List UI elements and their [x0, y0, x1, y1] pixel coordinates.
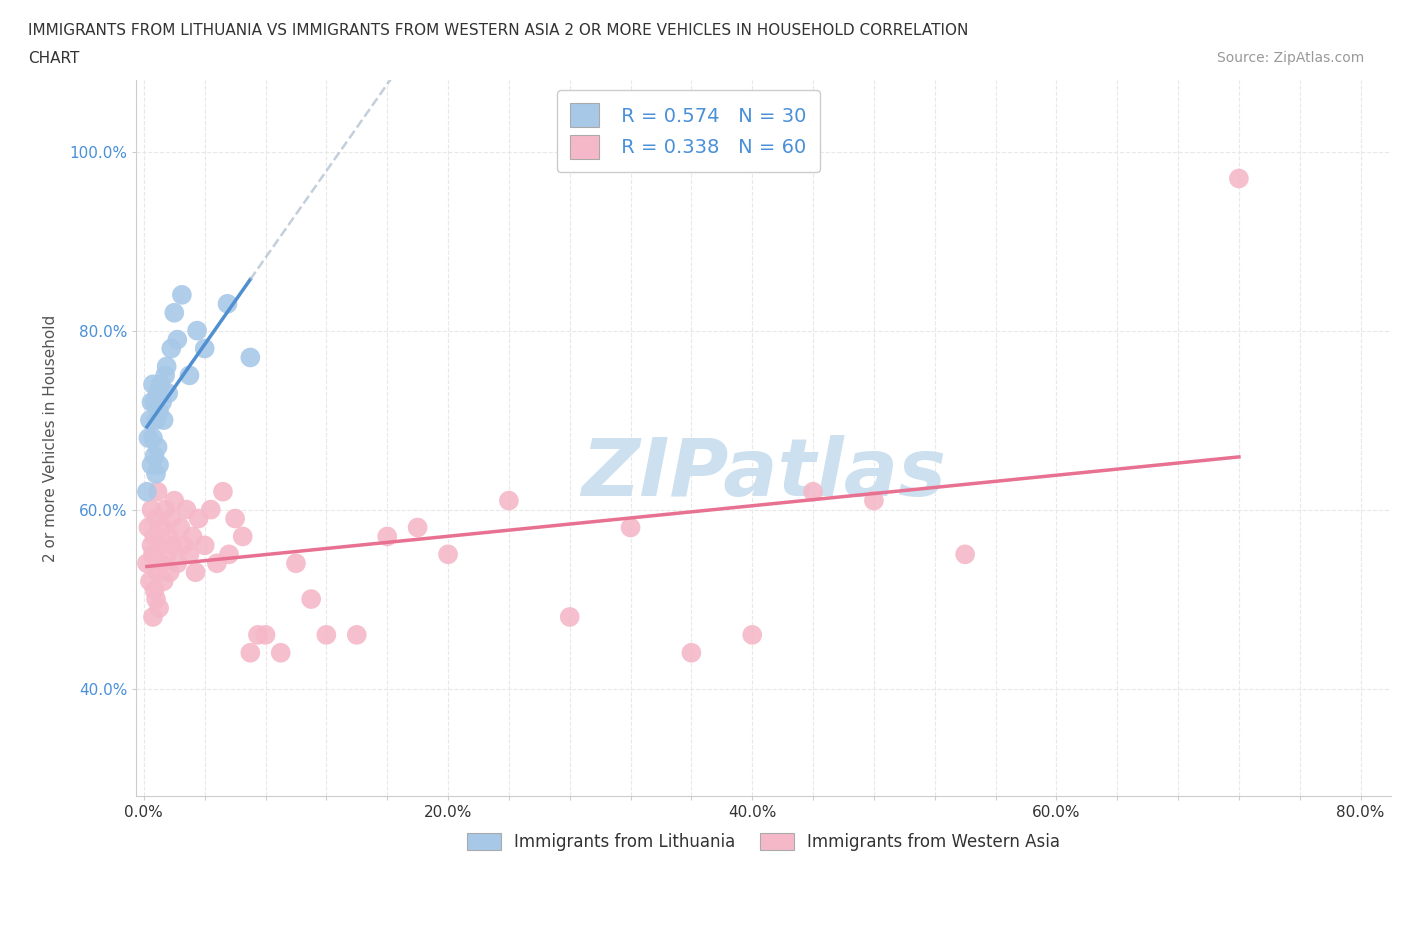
Point	[149, 556, 172, 571]
Text: Source: ZipAtlas.com: Source: ZipAtlas.com	[1216, 51, 1364, 65]
Point	[217, 297, 239, 312]
Point	[142, 609, 165, 624]
Point	[142, 547, 165, 562]
Point	[156, 359, 179, 374]
Point	[141, 538, 163, 552]
Point	[146, 485, 169, 499]
Point	[406, 520, 429, 535]
Point	[157, 529, 180, 544]
Point	[200, 502, 222, 517]
Point	[169, 520, 191, 535]
Point	[205, 556, 228, 571]
Point	[150, 394, 173, 409]
Point	[270, 645, 292, 660]
Point	[176, 502, 198, 517]
Point	[135, 556, 157, 571]
Text: ZIPatlas: ZIPatlas	[581, 435, 946, 512]
Point	[184, 565, 207, 579]
Point	[498, 493, 520, 508]
Point	[186, 324, 208, 339]
Point	[953, 547, 976, 562]
Point	[863, 493, 886, 508]
Point	[160, 341, 183, 356]
Point	[149, 377, 172, 392]
Point	[146, 440, 169, 455]
Point	[375, 529, 398, 544]
Point	[299, 591, 322, 606]
Point	[1227, 171, 1250, 186]
Point	[224, 512, 246, 526]
Point	[145, 466, 167, 481]
Point	[619, 520, 641, 535]
Point	[179, 547, 201, 562]
Point	[138, 520, 160, 535]
Point	[146, 386, 169, 401]
Point	[153, 502, 176, 517]
Point	[166, 332, 188, 347]
Point	[681, 645, 703, 660]
Point	[181, 529, 204, 544]
Point	[163, 305, 186, 320]
Point	[148, 601, 170, 616]
Point	[160, 512, 183, 526]
Point	[239, 645, 262, 660]
Point	[254, 628, 277, 643]
Point	[187, 512, 209, 526]
Point	[141, 394, 163, 409]
Point	[232, 529, 254, 544]
Point	[152, 413, 174, 428]
Text: IMMIGRANTS FROM LITHUANIA VS IMMIGRANTS FROM WESTERN ASIA 2 OR MORE VEHICLES IN : IMMIGRANTS FROM LITHUANIA VS IMMIGRANTS …	[28, 23, 969, 38]
Point	[558, 609, 581, 624]
Point	[138, 431, 160, 445]
Point	[166, 556, 188, 571]
Point	[139, 413, 162, 428]
Point	[239, 350, 262, 365]
Point	[437, 547, 460, 562]
Point	[143, 448, 166, 463]
Y-axis label: 2 or more Vehicles in Household: 2 or more Vehicles in Household	[44, 314, 58, 562]
Point	[145, 413, 167, 428]
Point	[346, 628, 368, 643]
Point	[143, 394, 166, 409]
Point	[162, 538, 184, 552]
Point	[141, 502, 163, 517]
Point	[179, 368, 201, 383]
Point	[142, 377, 165, 392]
Point	[212, 485, 235, 499]
Point	[284, 556, 307, 571]
Point	[172, 538, 194, 552]
Point	[246, 628, 269, 643]
Legend: Immigrants from Lithuania, Immigrants from Western Asia: Immigrants from Lithuania, Immigrants fr…	[458, 824, 1069, 859]
Point	[170, 287, 193, 302]
Point	[163, 493, 186, 508]
Point	[148, 538, 170, 552]
Point	[801, 485, 824, 499]
Point	[135, 485, 157, 499]
Point	[143, 583, 166, 598]
Point	[152, 574, 174, 589]
Point	[153, 368, 176, 383]
Point	[139, 574, 162, 589]
Point	[142, 431, 165, 445]
Point	[159, 565, 181, 579]
Point	[218, 547, 240, 562]
Point	[194, 341, 217, 356]
Point	[145, 591, 167, 606]
Point	[156, 547, 179, 562]
Point	[315, 628, 337, 643]
Point	[143, 529, 166, 544]
Point	[157, 386, 180, 401]
Point	[145, 512, 167, 526]
Point	[150, 520, 173, 535]
Point	[148, 404, 170, 418]
Text: CHART: CHART	[28, 51, 80, 66]
Point	[741, 628, 763, 643]
Point	[194, 538, 217, 552]
Point	[148, 458, 170, 472]
Point	[146, 565, 169, 579]
Point	[141, 458, 163, 472]
